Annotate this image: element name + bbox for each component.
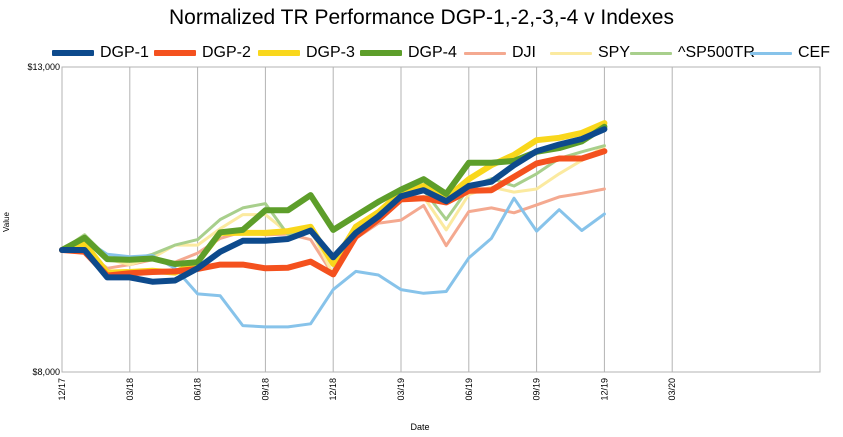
x-axis-title: Date xyxy=(410,422,429,432)
x-tick-label: 06/18 xyxy=(193,378,203,401)
x-tick-label: 03/19 xyxy=(396,378,406,401)
series-line-dgp4 xyxy=(59,123,608,267)
legend-label: ^SP500TR xyxy=(678,44,755,61)
x-tick-label: 09/18 xyxy=(260,378,270,401)
legend-item: SPY xyxy=(550,43,630,63)
legend-item: DGP-3 xyxy=(258,43,355,63)
x-tick-label: 12/19 xyxy=(599,378,609,401)
legend-item: CEF xyxy=(750,43,830,63)
legend-item: DGP-1 xyxy=(52,43,149,63)
y-tick-label: $8,000 xyxy=(32,367,60,377)
x-tick-label: 06/19 xyxy=(464,378,474,401)
x-tick-label: 12/17 xyxy=(57,378,67,401)
x-tick-label: 03/18 xyxy=(125,378,135,401)
legend-label: SPY xyxy=(598,44,631,61)
y-tick-label: $13,000 xyxy=(27,62,60,72)
legend-swatch xyxy=(360,50,402,56)
series-line-dgp2 xyxy=(59,148,608,279)
legend-item: DGP-2 xyxy=(154,43,251,63)
legend-item: ^SP500TR xyxy=(630,43,755,63)
legend-label: DGP-4 xyxy=(408,44,457,61)
legend-swatch xyxy=(258,50,300,56)
legend-swatch xyxy=(630,51,672,55)
legend-swatch xyxy=(464,51,506,55)
series-line-cef xyxy=(60,196,606,329)
legend-swatch xyxy=(52,50,94,56)
series-line-dgp1 xyxy=(59,126,608,285)
legend-label: CEF xyxy=(798,44,830,61)
legend-swatch xyxy=(154,50,196,56)
x-tick-label: 03/20 xyxy=(667,378,677,401)
legend-item: DGP-4 xyxy=(360,43,457,63)
plot-area xyxy=(61,66,821,373)
legend-label: DGP-1 xyxy=(100,44,149,61)
legend-item: DJI xyxy=(464,43,536,63)
legend-label: DGP-3 xyxy=(306,44,355,61)
legend-label: DJI xyxy=(512,44,536,61)
chart-legend: DGP-1 DGP-2 DGP-3 DGP-4 DJI SPY ^SP500TR CEF xyxy=(40,43,840,65)
legend-swatch xyxy=(750,51,792,55)
x-tick-label: 09/19 xyxy=(532,378,542,401)
x-tick-label: 12/18 xyxy=(328,378,338,401)
legend-swatch xyxy=(550,51,592,55)
y-axis-title: Value xyxy=(2,212,11,232)
legend-label: DGP-2 xyxy=(202,44,251,61)
chart-title: Normalized TR Performance DGP-1,-2,-3,-4… xyxy=(169,6,674,29)
